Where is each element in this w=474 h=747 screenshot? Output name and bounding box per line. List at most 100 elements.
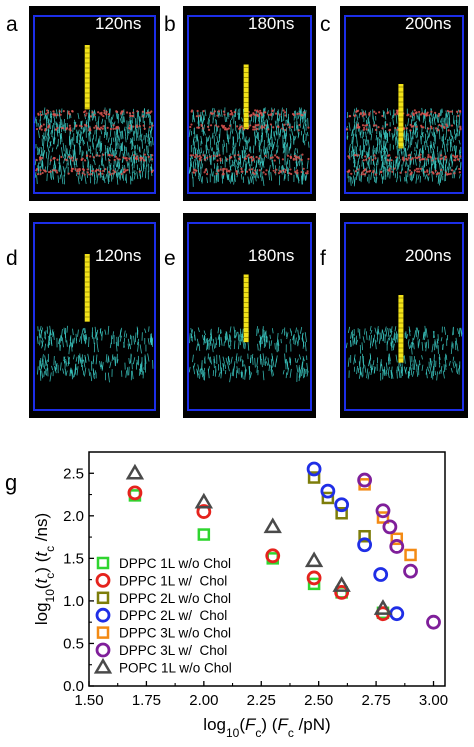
- data-point: [404, 548, 417, 562]
- data-point: [403, 563, 418, 579]
- snapshot-panel-e: [183, 213, 316, 418]
- y-tick-label: 0.5: [63, 635, 84, 652]
- legend-label: DPPC 3L w/ Chol: [119, 643, 227, 658]
- data-point: [307, 577, 321, 591]
- legend-label: DPPC 1L w/ Chol: [119, 573, 227, 588]
- scatter-chart: g 1.50 1.75 2.00 2.25 2.50 2.75 3.00 0.0 0.5 1.0 1…: [5, 451, 448, 740]
- series-2: [307, 471, 371, 543]
- simulation-box: [33, 222, 156, 411]
- x-tick-label: 1.75: [132, 692, 161, 709]
- y-axis-label: log10(tc) (tc /ns): [32, 513, 57, 625]
- x-tick-label: 2.50: [304, 692, 333, 709]
- x-tick-label: 3.00: [419, 692, 448, 709]
- data-point: [373, 599, 393, 615]
- data-point: [265, 548, 281, 564]
- snapshot-render: [33, 15, 156, 194]
- legend-label: DPPC 2L w/ Chol: [119, 608, 227, 623]
- x-axis-label: log10(Fc) (Fc /pN): [203, 715, 330, 740]
- membrane: [34, 107, 154, 185]
- nanotube: [84, 254, 90, 322]
- data-point: [373, 567, 389, 582]
- snapshot-render: [187, 222, 312, 411]
- membrane: [36, 325, 154, 383]
- panel-time-b: 180ns: [248, 14, 295, 33]
- x-tick-label: 2.00: [189, 692, 218, 709]
- snapshot-render: [344, 15, 464, 194]
- data-point: [307, 471, 321, 484]
- data-point: [263, 517, 282, 534]
- legend-label: POPC 1L w/o Chol: [119, 660, 232, 675]
- snapshot-panel-c: [340, 6, 468, 201]
- data-point: [194, 492, 214, 509]
- legend-marker: [95, 572, 111, 588]
- data-point: [306, 570, 322, 586]
- data-point: [321, 491, 335, 505]
- snapshot-render: [33, 222, 156, 411]
- snapshot-panel-a: [29, 6, 160, 201]
- nanotube: [398, 84, 404, 149]
- y-tick-label: 0.0: [63, 678, 84, 695]
- series-5: [357, 472, 441, 630]
- membrane: [188, 107, 310, 187]
- panel-label-b: b: [164, 13, 176, 36]
- legend-label: DPPC 1L w/o Chol: [119, 556, 231, 571]
- y-tick-label: 2.0: [63, 508, 84, 525]
- data-point: [196, 504, 212, 519]
- panel-label-c: c: [320, 13, 331, 36]
- snapshot-render: [187, 15, 312, 194]
- data-point: [375, 503, 391, 519]
- legend-marker: [95, 607, 111, 623]
- membrane: [188, 326, 309, 383]
- data-point: [335, 507, 348, 520]
- simulation-box: [187, 15, 312, 194]
- snapshot-render: [344, 222, 464, 411]
- panel-time-e: 180ns: [248, 246, 295, 265]
- nanotube: [398, 295, 404, 363]
- nanotube: [84, 45, 90, 110]
- y-tick-label: 1.5: [63, 550, 84, 567]
- series-6: [125, 463, 393, 615]
- legend-marker: [96, 591, 110, 605]
- series-3: [306, 461, 405, 622]
- membrane: [345, 107, 462, 187]
- data-point: [357, 472, 373, 488]
- simulation-box: [187, 222, 312, 411]
- y-tick-label: 1.0: [63, 593, 84, 610]
- panel-time-f: 200ns: [405, 246, 452, 265]
- data-point: [357, 537, 373, 553]
- legend-label: DPPC 3L w/o Chol: [119, 626, 231, 641]
- panel-time-a: 120ns: [95, 14, 142, 33]
- data-point: [358, 529, 371, 543]
- x-tick-label: 1.50: [74, 692, 103, 709]
- data-point: [332, 576, 351, 592]
- data-point: [125, 463, 145, 480]
- legend: DPPC 1L w/o Chol DPPC 1L w/ Chol DPPC 2L w…: [93, 556, 232, 675]
- legend-label: DPPC 2L w/o Chol: [119, 591, 231, 606]
- data-point: [382, 519, 398, 535]
- data-point: [304, 551, 324, 568]
- data-point: [376, 511, 390, 524]
- panel-time-d: 120ns: [95, 246, 142, 265]
- data-point: [320, 483, 336, 499]
- data-point: [389, 539, 405, 554]
- panel-label-d: d: [6, 247, 18, 270]
- y-tick-label: 2.5: [63, 465, 84, 482]
- panel-label-e: e: [164, 247, 176, 270]
- snapshot-panel-b: [183, 6, 316, 201]
- legend-marker: [96, 556, 110, 570]
- legend-marker: [95, 642, 111, 658]
- data-point: [334, 584, 350, 600]
- panel-label-a: a: [6, 13, 18, 36]
- data-point: [306, 461, 322, 477]
- snapshot-panel-d: [29, 213, 160, 418]
- data-point: [389, 606, 405, 622]
- nanotube: [243, 64, 249, 129]
- data-point: [426, 614, 441, 630]
- panel-time-c: 200ns: [405, 14, 452, 33]
- x-tick-label: 2.25: [247, 692, 276, 709]
- data-point: [197, 528, 211, 541]
- data-point: [334, 497, 350, 513]
- snapshot-panel-f: [340, 213, 468, 418]
- x-tick-label: 2.75: [361, 692, 390, 709]
- simulation-box: [33, 15, 156, 194]
